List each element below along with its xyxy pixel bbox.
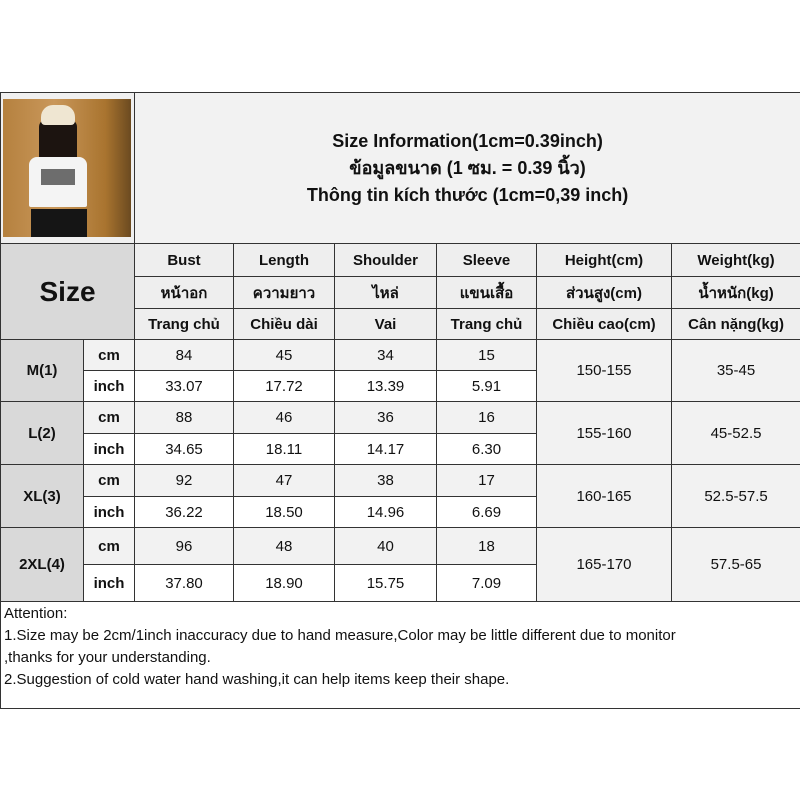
column-header: Trang chủ <box>134 308 234 340</box>
size-row-inch: inch 37.80 18.90 15.75 7.09 <box>1 564 800 602</box>
measurement-cell: 36 <box>334 401 437 434</box>
measurement-cell: 15.75 <box>334 564 437 602</box>
column-header: ความยาว <box>233 276 335 309</box>
unit-label: cm <box>83 464 135 497</box>
measurement-cell: 88 <box>134 401 234 434</box>
size-name: M(1) <box>0 339 84 402</box>
measurement-cell: 6.69 <box>436 496 537 528</box>
measurement-cell: 16 <box>436 401 537 434</box>
attention-line-1: 1.Size may be 2cm/1inch inaccuracy due t… <box>4 627 676 644</box>
size-header: Size <box>0 243 135 340</box>
unit-label: inch <box>83 564 135 602</box>
height-cell: 160-165 <box>536 464 672 528</box>
size-name: XL(3) <box>0 464 84 528</box>
measurement-cell: 47 <box>233 464 335 497</box>
title-english: Size Information(1cm=0.39inch) <box>332 130 603 151</box>
column-header: Vai <box>334 308 437 340</box>
attention-line-1-cont: ,thanks for your understanding. <box>4 649 211 666</box>
measurement-cell: 17.72 <box>233 370 335 402</box>
column-header: Trang chủ <box>436 308 537 340</box>
model-image <box>3 99 131 237</box>
column-header: หน้าอก <box>134 276 234 309</box>
measurement-cell: 6.30 <box>436 433 537 465</box>
unit-label: cm <box>83 401 135 434</box>
column-header: ส่วนสูง(cm) <box>536 276 672 309</box>
size-row-inch: inch 33.07 17.72 13.39 5.91 <box>1 370 800 402</box>
title-thai: ข้อมูลขนาด (1 ซม. = 0.39 นิ้ว) <box>349 157 586 178</box>
column-header: Shoulder <box>334 243 437 277</box>
unit-label: inch <box>83 433 135 465</box>
header-row: Size Bust Length Shoulder Sleeve Height(cm) We… <box>0 243 800 340</box>
size-name: L(2) <box>0 401 84 465</box>
measurement-cell: 14.96 <box>334 496 437 528</box>
size-name: 2XL(4) <box>0 527 84 602</box>
attention-title: Attention: <box>4 605 68 622</box>
measurement-cell: 40 <box>334 527 437 565</box>
measurement-cell: 96 <box>134 527 234 565</box>
title-vietnamese: Thông tin kích thước (1cm=0,39 inch) <box>306 184 629 205</box>
measurement-cell: 34 <box>334 339 437 371</box>
measurement-cell: 92 <box>134 464 234 497</box>
measurement-cell: 38 <box>334 464 437 497</box>
measurement-cell: 37.80 <box>134 564 234 602</box>
measurement-cell: 18.11 <box>233 433 335 465</box>
height-cell: 150-155 <box>536 339 672 402</box>
column-header: Weight(kg) <box>670 243 800 277</box>
measurement-cell: 36.22 <box>134 496 234 528</box>
column-header: ไหล่ <box>334 276 437 309</box>
measurement-cell: 7.09 <box>436 564 537 602</box>
weight-cell: 45-52.5 <box>670 401 800 465</box>
size-row-cm: L(2) cm 88 46 36 16 155-160 45-52.5 <box>0 401 800 465</box>
column-header: Chiều cao(cm) <box>536 308 672 340</box>
chart-title: Size Information(1cm=0.39inch) ข้อมูลขนา… <box>133 92 800 244</box>
column-header: Height(cm) <box>536 243 672 277</box>
size-row-inch: inch 36.22 18.50 14.96 6.69 <box>1 496 800 528</box>
attention-notes: Attention: 1.Size may be 2cm/1inch inacc… <box>0 601 800 709</box>
unit-label: inch <box>83 496 135 528</box>
size-row-inch: inch 34.65 18.11 14.17 6.30 <box>1 433 800 465</box>
unit-label: cm <box>83 527 135 565</box>
height-cell: 155-160 <box>536 401 672 465</box>
measurement-cell: 17 <box>436 464 537 497</box>
product-photo <box>0 92 135 244</box>
weight-cell: 35-45 <box>670 339 800 402</box>
column-header: Chiều dài <box>233 308 335 340</box>
column-header: Length <box>233 243 335 277</box>
weight-cell: 52.5-57.5 <box>670 464 800 528</box>
measurement-cell: 84 <box>134 339 234 371</box>
measurement-cell: 14.17 <box>334 433 437 465</box>
measurement-cell: 13.39 <box>334 370 437 402</box>
unit-label: inch <box>83 370 135 402</box>
height-cell: 165-170 <box>536 527 672 602</box>
attention-line-2: 2.Suggestion of cold water hand washing,… <box>4 671 510 688</box>
header-row: Trang chủ Chiều dài Vai Trang chủ Chiều cao(… <box>1 308 800 340</box>
size-chart: Size Information(1cm=0.39inch) ข้อมูลขนา… <box>0 92 800 709</box>
column-header: Cân nặng(kg) <box>670 308 800 340</box>
column-header: แขนเสื้อ <box>436 276 537 309</box>
measurement-cell: 5.91 <box>436 370 537 402</box>
measurement-cell: 18.90 <box>233 564 335 602</box>
measurement-cell: 46 <box>233 401 335 434</box>
size-table: Size Information(1cm=0.39inch) ข้อมูลขนา… <box>0 92 800 709</box>
column-header: Sleeve <box>436 243 537 277</box>
weight-cell: 57.5-65 <box>670 527 800 602</box>
column-header: น้ำหนัก(kg) <box>670 276 800 309</box>
column-header: Bust <box>134 243 234 277</box>
measurement-cell: 18.50 <box>233 496 335 528</box>
measurement-cell: 15 <box>436 339 537 371</box>
header-row: หน้าอก ความยาว ไหล่ แขนเสื้อ ส่วนสูง(cm) น้ำห… <box>1 276 800 309</box>
measurement-cell: 18 <box>436 527 537 565</box>
unit-label: cm <box>83 339 135 371</box>
measurement-cell: 34.65 <box>134 433 234 465</box>
measurement-cell: 48 <box>233 527 335 565</box>
measurement-cell: 33.07 <box>134 370 234 402</box>
size-row-cm: XL(3) cm 92 47 38 17 160-165 52.5-57.5 <box>0 464 800 528</box>
size-row-cm: 2XL(4) cm 96 48 40 18 165-170 57.5-65 <box>0 527 800 602</box>
size-row-cm: M(1) cm 84 45 34 15 150-155 35-45 <box>0 339 800 402</box>
measurement-cell: 45 <box>233 339 335 371</box>
